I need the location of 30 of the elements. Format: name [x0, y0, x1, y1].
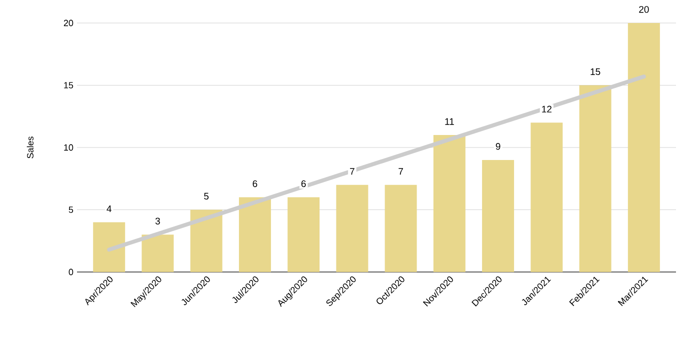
y-tick-label: 20 — [64, 20, 74, 26]
bar — [142, 234, 174, 272]
y-tick-label: 5 — [68, 206, 74, 213]
bar — [93, 222, 126, 272]
bar — [238, 197, 271, 272]
bar — [628, 23, 660, 272]
data-label: 12 — [542, 106, 552, 112]
data-label: 7 — [350, 168, 354, 175]
data-label: 7 — [398, 168, 403, 175]
data-label: 4 — [106, 205, 112, 212]
bar — [579, 85, 612, 272]
data-label: 6 — [301, 180, 306, 188]
bar — [530, 122, 563, 272]
data-label: 5 — [204, 192, 209, 200]
data-label: 3 — [155, 218, 160, 224]
y-tick-label: 10 — [64, 144, 74, 151]
y-axis-title: Sales — [26, 136, 34, 158]
data-label: 9 — [496, 143, 500, 150]
bar — [433, 135, 466, 272]
bar — [384, 184, 417, 272]
y-tick-label: 15 — [64, 82, 74, 88]
bar — [288, 197, 320, 272]
data-label: 20 — [639, 6, 649, 13]
bar — [336, 184, 368, 272]
data-label: 11 — [445, 118, 454, 125]
bar — [190, 210, 222, 272]
y-tick-label: 0 — [68, 268, 74, 276]
data-label: 15 — [590, 68, 600, 76]
bar — [482, 160, 514, 272]
data-label: 6 — [252, 180, 258, 188]
